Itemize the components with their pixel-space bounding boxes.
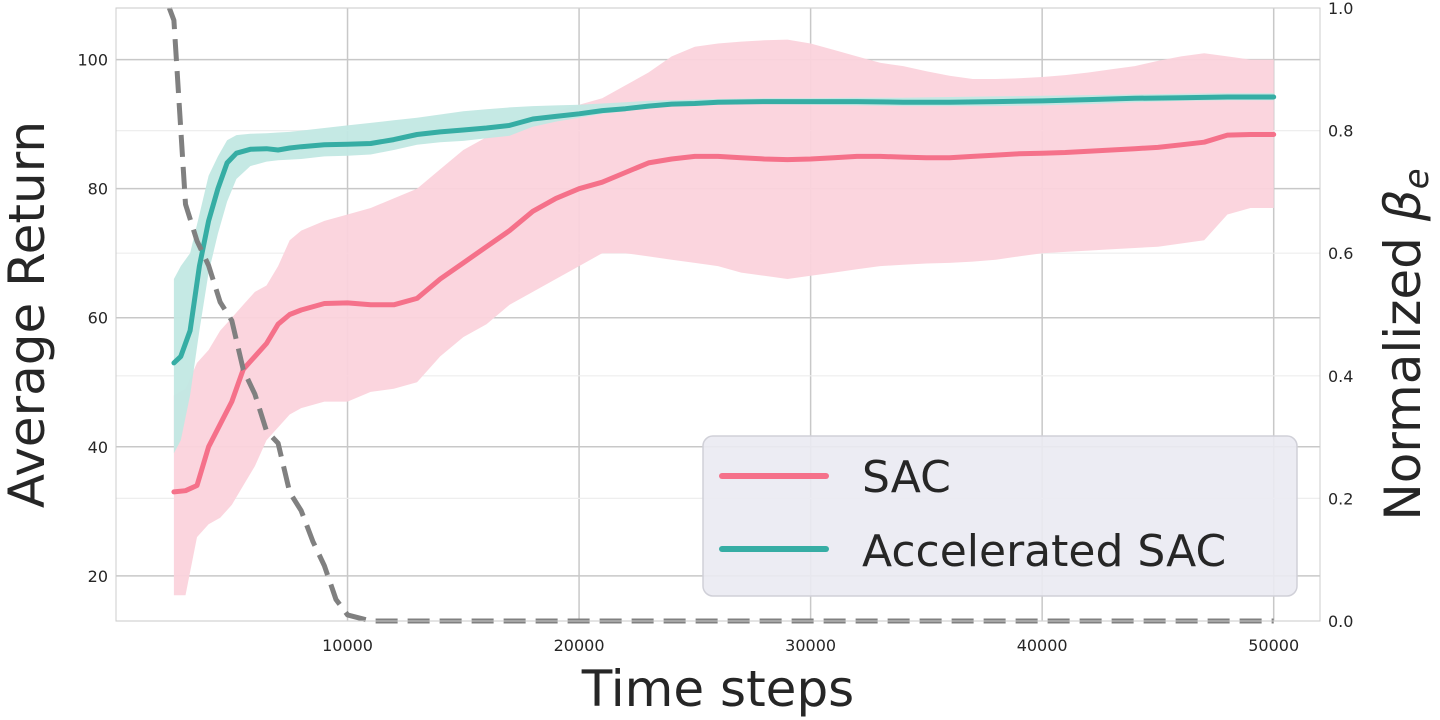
y2-tick-label: 0.6 (1328, 244, 1353, 263)
sac-confidence-band (173, 39, 1274, 596)
sac-line (171, 132, 1277, 495)
x-axis-title: Time steps (581, 660, 854, 718)
y2-axis-title-beta: β (1374, 189, 1432, 222)
y-tick-label: 60 (88, 309, 108, 328)
y-tick-label: 80 (88, 180, 108, 199)
y2-axis-title-subscript: e (1397, 168, 1437, 189)
y2-tick-label: 0.8 (1328, 122, 1353, 141)
y2-tick-label: 0.2 (1328, 489, 1353, 508)
y2-axis-title-text: Normalized (1374, 221, 1432, 520)
x-tick-label: 40000 (1017, 636, 1068, 655)
y-tick-label: 100 (77, 51, 108, 70)
y2-axis-title: Normalized βe (1374, 168, 1437, 520)
legend-label-sac: SAC (862, 452, 951, 503)
y-tick-label: 20 (88, 567, 108, 586)
y-tick-label: 40 (88, 438, 108, 457)
y2-tick-label: 0.0 (1328, 612, 1353, 631)
legend: SAC Accelerated SAC (702, 435, 1298, 597)
y2-tick-label: 0.4 (1328, 367, 1353, 386)
y2-tick-label: 1.0 (1328, 0, 1353, 18)
x-tick-label: 30000 (785, 636, 836, 655)
y-axis-title: Average Return (0, 121, 56, 508)
x-tick-label: 20000 (554, 636, 605, 655)
legend-box (702, 435, 1298, 597)
legend-label-accelerated-sac: Accelerated SAC (862, 526, 1226, 577)
tick-labels: 10000 20000 30000 40000 50000 20 40 60 80 100 0.0 0… (77, 0, 1353, 655)
x-tick-label: 50000 (1248, 636, 1299, 655)
plot-frame (115, 7, 1321, 622)
accelerated-sac-line (171, 94, 1277, 366)
x-tick-label: 10000 (322, 636, 373, 655)
confidence-bands (173, 39, 1274, 596)
